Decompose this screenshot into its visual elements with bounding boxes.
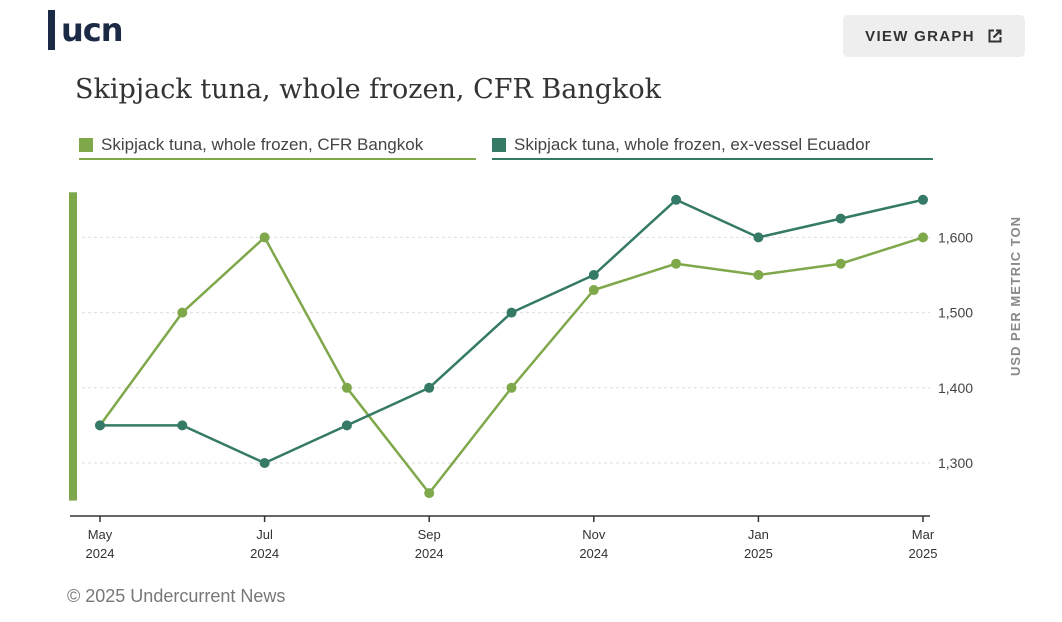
y-tick-label: 1,500 bbox=[938, 305, 973, 321]
x-tick-label-year: 2025 bbox=[744, 546, 773, 561]
data-point-series-1[interactable] bbox=[506, 307, 517, 318]
legend-swatch-cfr-bangkok bbox=[79, 138, 93, 152]
x-tick-label-year: 2024 bbox=[86, 546, 115, 561]
x-tick-label-month: Nov bbox=[582, 527, 606, 542]
y-axis-title: USD PER METRIC TON bbox=[1008, 216, 1023, 376]
data-point-series-0[interactable] bbox=[177, 307, 188, 318]
chart-title: Skipjack tuna, whole frozen, CFR Bangkok bbox=[75, 74, 661, 105]
legend-swatch-ex-vessel-ecuador bbox=[492, 138, 506, 152]
view-graph-label: VIEW GRAPH bbox=[865, 27, 975, 45]
x-tick-label-month: Jul bbox=[256, 527, 273, 542]
copyright-footer: © 2025 Undercurrent News bbox=[67, 586, 286, 606]
data-point-series-1[interactable] bbox=[918, 194, 928, 205]
data-point-series-0[interactable] bbox=[918, 232, 928, 243]
view-graph-button[interactable]: VIEW GRAPH bbox=[843, 15, 1025, 57]
y-tick-label: 1,300 bbox=[938, 455, 973, 471]
data-point-series-0[interactable] bbox=[753, 270, 764, 280]
series-line-1 bbox=[100, 198, 924, 465]
logo-text: ucn bbox=[61, 11, 124, 49]
data-point-series-1[interactable] bbox=[177, 420, 188, 431]
data-point-series-1[interactable] bbox=[259, 458, 270, 468]
legend-underline-cfr-bangkok bbox=[79, 158, 476, 160]
data-point-series-1[interactable] bbox=[835, 213, 846, 224]
legend-underline-ex-vessel-ecuador bbox=[492, 158, 933, 160]
data-point-series-1[interactable] bbox=[671, 194, 682, 205]
legend-label-cfr-bangkok: Skipjack tuna, whole frozen, CFR Bangkok bbox=[101, 135, 424, 154]
data-point-series-0[interactable] bbox=[506, 382, 517, 393]
series-line-0 bbox=[98, 236, 924, 495]
y-tick-label: 1,600 bbox=[938, 229, 973, 245]
x-tick-label-year: 2025 bbox=[909, 546, 938, 561]
data-point-series-1[interactable] bbox=[341, 420, 352, 431]
x-tick-label-month: Sep bbox=[418, 527, 441, 542]
x-tick-label-year: 2024 bbox=[579, 546, 608, 561]
ucn-logo[interactable]: ucn bbox=[48, 10, 124, 50]
external-link-icon bbox=[987, 28, 1003, 44]
data-point-series-0[interactable] bbox=[671, 258, 682, 269]
data-point-series-0[interactable] bbox=[835, 258, 846, 269]
x-tick-label-month: May bbox=[88, 527, 113, 542]
data-point-series-0[interactable] bbox=[424, 488, 435, 499]
highlight-bar bbox=[69, 192, 77, 501]
x-tick-label-year: 2024 bbox=[250, 546, 279, 561]
data-point-series-1[interactable] bbox=[753, 232, 764, 243]
x-tick-label-year: 2024 bbox=[415, 546, 444, 561]
x-tick-label-month: Jan bbox=[748, 527, 769, 542]
legend-label-ex-vessel-ecuador: Skipjack tuna, whole frozen, ex-vessel E… bbox=[514, 135, 871, 154]
data-point-series-0[interactable] bbox=[588, 285, 599, 296]
x-tick-label-month: Mar bbox=[912, 527, 935, 542]
data-point-series-1[interactable] bbox=[95, 420, 105, 431]
data-point-series-0[interactable] bbox=[341, 382, 352, 393]
data-point-series-1[interactable] bbox=[424, 382, 435, 393]
logo-bar bbox=[48, 10, 55, 50]
y-tick-label: 1,400 bbox=[938, 380, 973, 396]
data-point-series-1[interactable] bbox=[588, 270, 599, 280]
legend-item-ex-vessel-ecuador[interactable]: Skipjack tuna, whole frozen, ex-vessel E… bbox=[492, 133, 933, 160]
legend-item-cfr-bangkok[interactable]: Skipjack tuna, whole frozen, CFR Bangkok bbox=[79, 133, 476, 160]
data-point-series-0[interactable] bbox=[259, 232, 270, 243]
